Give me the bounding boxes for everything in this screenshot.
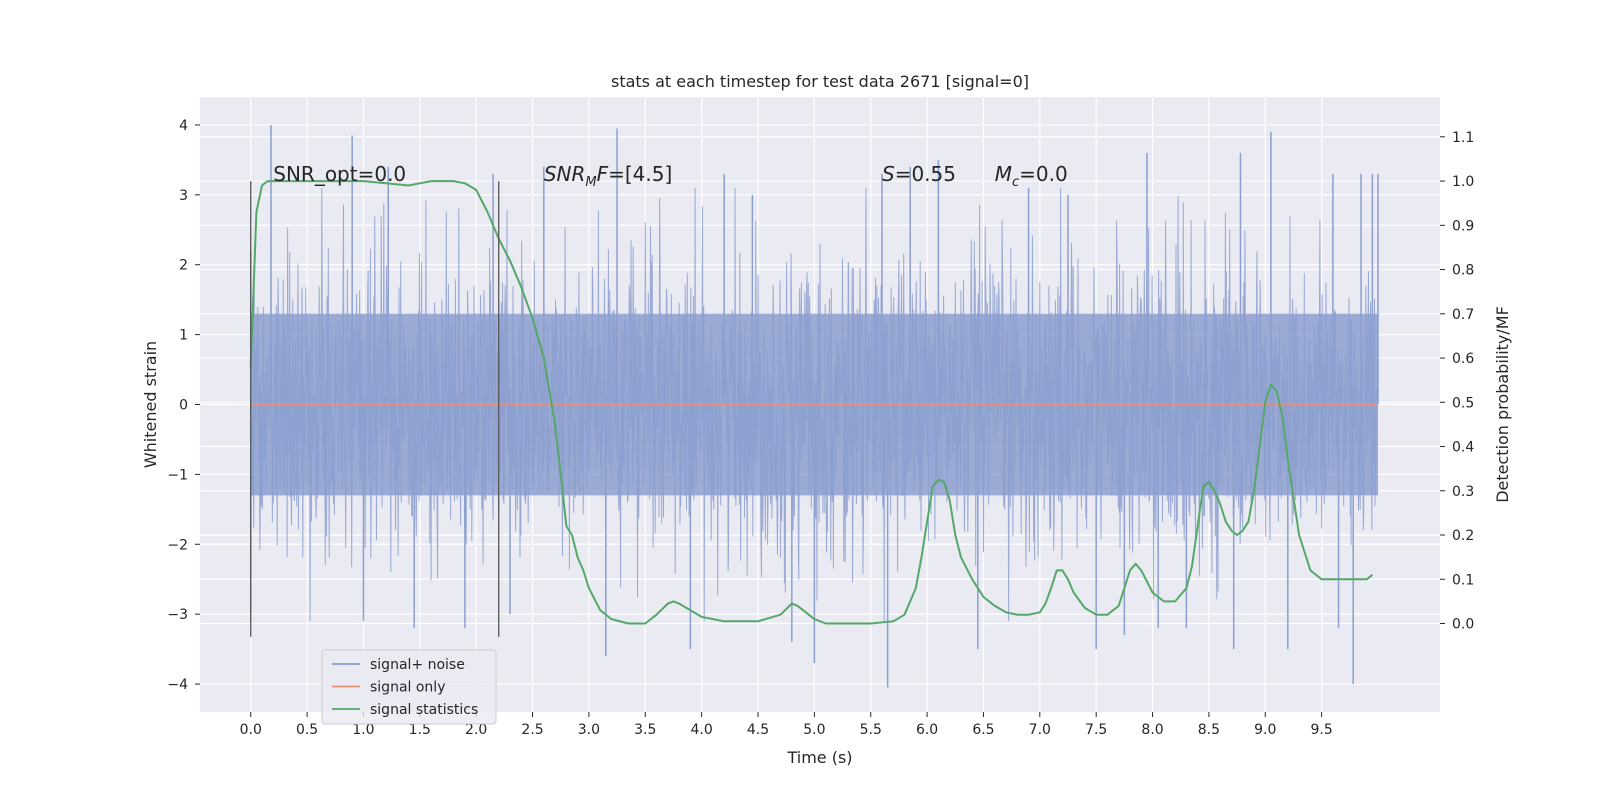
y2-tick-label: 0.5 [1452,395,1474,411]
y2-tick-label: 1.0 [1452,174,1474,190]
annotation-snr-opt: SNR_opt=0.0 [273,162,406,186]
legend: signal+ noise signal only signal statistic… [321,649,497,725]
x-tick-label: 6.0 [916,722,938,738]
y-tick-label: 2 [179,258,188,274]
y2-tick-label: 0.9 [1452,218,1474,234]
annotation-s-val: S=0.55 [882,162,956,186]
y2-tick-label: 0.0 [1452,617,1474,633]
y-tick-label: 4 [179,118,188,134]
x-tick-label: 0.0 [240,722,262,738]
y2-tick-label: 0.4 [1452,440,1474,456]
x-tick-label: 4.0 [691,722,713,738]
legend-box [321,649,497,725]
x-tick-label: 9.0 [1254,722,1276,738]
x-axis-ticks: 0.0 0.5 1.0 1.5 2.0 2.5 3.0 3.5 4.0 4.5 5.0 5.5 6.0 6… [240,712,1333,738]
x-tick-label: 1.5 [409,722,431,738]
legend-label-signal-only: signal only [370,680,445,696]
y-tick-label: −3 [167,607,188,623]
line-series [249,180,1378,625]
y-tick-label: −1 [167,467,188,483]
annotation-snr-mf: SNRMF=[4.5] [544,162,672,190]
x-tick-label: 0.5 [296,722,318,738]
y-axis-ticks: −4 −3 −2 −1 0 1 2 3 4 [167,118,200,693]
x-tick-label: 5.5 [860,722,882,738]
annotations: SNR_opt=0.0 SNRMF=[4.5] S=0.55 Mc=0.0 [273,162,1067,190]
y2-tick-label: 0.8 [1452,263,1474,279]
x-tick-label: 8.0 [1141,722,1163,738]
x-tick-label: 5.0 [803,722,825,738]
x-tick-label: 3.5 [634,722,656,738]
y2-tick-label: 0.6 [1452,351,1474,367]
x-tick-label: 1.0 [352,722,374,738]
annotation-mc-val: Mc=0.0 [995,162,1068,190]
x-tick-label: 3.0 [578,722,600,738]
y2-axis-ticks: 0.0 0.1 0.2 0.3 0.4 0.5 0.6 0.7 0.8 0.9 1.0 1.1 [1440,130,1474,633]
chart-title: stats at each timestep for test data 267… [611,72,1029,91]
y-axis-label: Whitened strain [141,341,160,468]
y-tick-label: 1 [179,328,188,344]
x-tick-label: 7.0 [1029,722,1051,738]
y2-tick-label: 0.7 [1452,307,1474,323]
x-tick-label: 4.5 [747,722,769,738]
x-tick-label: 2.5 [521,722,543,738]
y2-tick-label: 0.3 [1452,484,1474,500]
x-tick-label: 7.5 [1085,722,1107,738]
x-tick-label: 2.0 [465,722,487,738]
y-tick-label: −2 [167,537,188,553]
x-tick-label: 6.5 [972,722,994,738]
y-tick-label: −4 [167,677,188,693]
y2-tick-label: 1.1 [1452,130,1474,146]
vertical-markers [250,181,500,637]
x-tick-label: 9.5 [1311,722,1333,738]
legend-label-signal-statistics: signal statistics [370,702,478,718]
y2-tick-label: 0.2 [1452,528,1474,544]
y-tick-label: 0 [179,398,188,414]
signal-statistics-line [249,180,1374,625]
legend-label-signal-noise: signal+ noise [370,657,465,673]
y-tick-label: 3 [179,188,188,204]
x-tick-label: 8.5 [1198,722,1220,738]
y2-tick-label: 0.1 [1452,572,1474,588]
x-axis-label: Time (s) [786,748,852,767]
y2-axis-label: Detection probability/MF [1493,306,1512,503]
